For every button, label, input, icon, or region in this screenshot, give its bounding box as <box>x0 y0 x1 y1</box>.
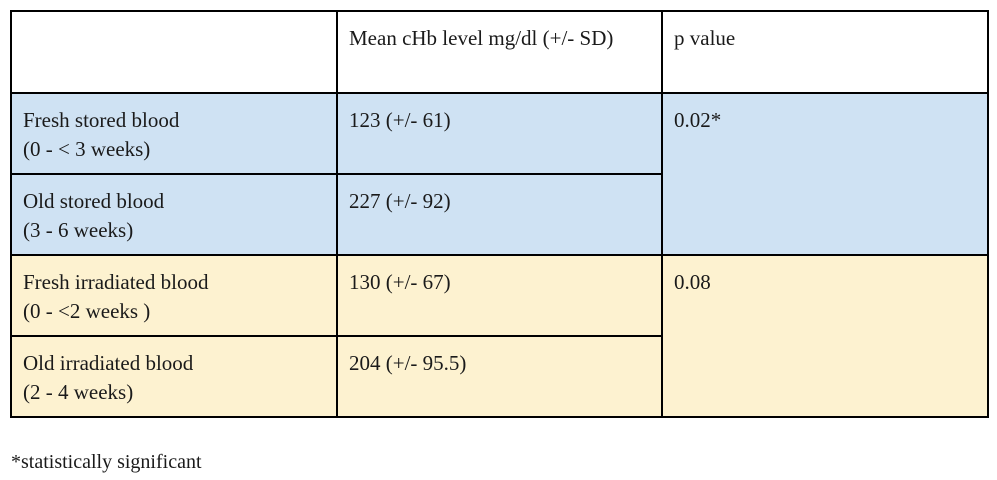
row-label-range: (2 - 4 weeks) <box>23 380 134 404</box>
mean-value-fresh-stored: 123 (+/- 61) <box>336 92 663 175</box>
table-row: Fresh irradiated blood (0 - <2 weeks ) 1… <box>10 254 989 418</box>
header-p-value: p value <box>661 10 989 94</box>
row-label-range: (0 - < 3 weeks) <box>23 137 151 161</box>
footnote-significance: *statistically significant <box>11 451 202 473</box>
header-mean-chb: Mean cHb level mg/dl (+/- SD) <box>336 10 663 94</box>
table-row: Old irradiated blood (2 - 4 weeks) 204 (… <box>10 335 988 418</box>
row-label-text: Old irradiated blood <box>23 351 194 375</box>
table-row: Fresh stored blood (0 - < 3 weeks) 123 (… <box>10 92 989 256</box>
row-label-fresh-stored: Fresh stored blood (0 - < 3 weeks) <box>10 92 338 175</box>
mean-value-old-irradiated: 204 (+/- 95.5) <box>336 335 663 418</box>
table-row: Old stored blood (3 - 6 weeks) 227 (+/- … <box>10 173 988 256</box>
p-value-stored: 0.02* <box>661 92 989 256</box>
row-label-range: (3 - 6 weeks) <box>23 218 134 242</box>
p-value-irradiated: 0.08 <box>661 254 989 418</box>
table-header-row: Mean cHb level mg/dl (+/- SD) p value <box>10 10 989 94</box>
mean-value-old-stored: 227 (+/- 92) <box>336 173 663 256</box>
header-blank-cell <box>10 10 338 94</box>
chb-results-table: Mean cHb level mg/dl (+/- SD) p value Fr… <box>10 10 989 418</box>
row-label-range: (0 - <2 weeks ) <box>23 299 151 323</box>
row-label-text: Fresh stored blood <box>23 108 180 132</box>
mean-value-fresh-irradiated: 130 (+/- 67) <box>336 254 663 337</box>
row-label-text: Fresh irradiated blood <box>23 270 209 294</box>
row-label-old-stored: Old stored blood (3 - 6 weeks) <box>10 173 338 256</box>
row-label-old-irradiated: Old irradiated blood (2 - 4 weeks) <box>10 335 338 418</box>
row-label-text: Old stored blood <box>23 189 165 213</box>
row-label-fresh-irradiated: Fresh irradiated blood (0 - <2 weeks ) <box>10 254 338 337</box>
